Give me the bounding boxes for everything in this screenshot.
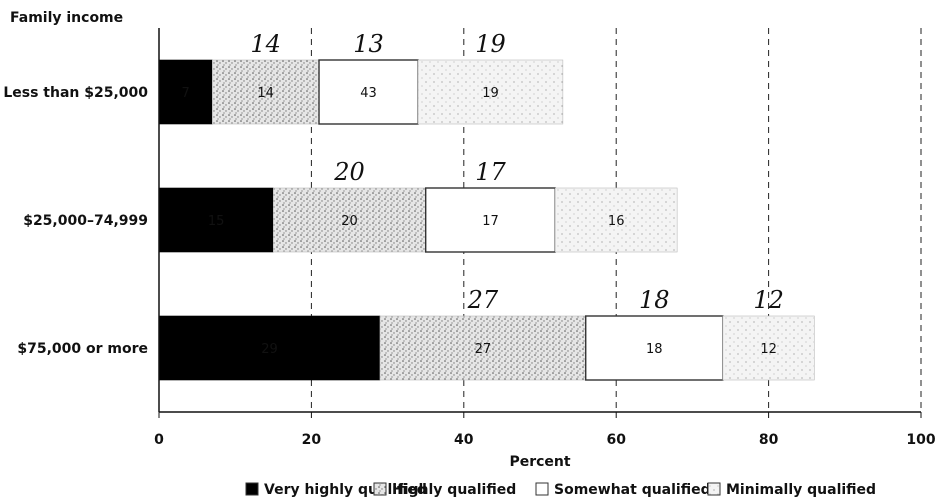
handwritten-annotations: 14 13 19 20 17 27 18 12 [250,30,783,314]
segment-label: 18 [646,342,663,357]
handwritten-annotation: 27 [467,286,499,314]
category-labels: Less than $25,000 $25,000–74,999 $75,000 o… [3,85,148,357]
legend-swatch [707,482,721,496]
segment-label: 27 [475,342,492,357]
legend-label: Minimally qualified [726,482,876,498]
handwritten-annotation: 13 [353,30,384,58]
bar-segment [158,315,381,381]
bar-segment [379,315,587,381]
bar-segment [158,187,274,253]
segment-label: 14 [257,86,274,101]
bar-segment [272,187,426,253]
segment-label: 12 [760,342,777,357]
segment-label: 15 [208,214,225,229]
legend-swatch [535,482,549,496]
segment-label: 20 [341,214,358,229]
segment-label: 7 [182,86,190,101]
bar-segment [722,315,815,381]
x-tick-label: 0 [154,432,164,448]
x-tick-label: 20 [302,432,322,448]
handwritten-annotation: 20 [333,158,365,186]
x-tick-label: 40 [454,432,474,448]
segment-label: 43 [360,86,377,101]
bar-segment [554,187,678,253]
category-label: $75,000 or more [17,341,148,357]
segment-label: 16 [608,214,625,229]
segment-label: 19 [482,86,499,101]
bar-segment [425,187,556,253]
x-tick-labels: 0 20 40 60 80 100 [154,412,936,448]
segment-label: 17 [482,214,499,229]
handwritten-annotation: 18 [639,286,670,314]
legend-label: Highly qualified [392,482,516,498]
handwritten-annotation: 14 [250,30,281,58]
x-tick-label: 60 [606,432,626,448]
y-axis-title: Family income [10,10,123,26]
x-tick-label: 100 [906,432,935,448]
bar-segment [318,59,419,125]
x-axis-title: Percent [509,454,570,470]
legend-swatch [245,482,259,496]
bar-segment [585,315,724,381]
category-label: $25,000–74,999 [23,213,148,229]
bar-segment [158,59,213,125]
legend-swatch [373,482,387,496]
bar-segment [417,59,564,125]
handwritten-annotation: 12 [753,286,784,314]
handwritten-annotation: 19 [475,30,506,58]
handwritten-annotation: 17 [475,158,506,186]
category-label: Less than $25,000 [3,85,148,101]
x-tick-label: 80 [759,432,779,448]
bar-segments [158,59,815,381]
segment-label: 29 [261,342,278,357]
segment-labels: 7 14 43 19 15 20 17 16 29 27 18 12 [182,86,777,357]
legend-label: Somewhat qualified [554,482,711,498]
